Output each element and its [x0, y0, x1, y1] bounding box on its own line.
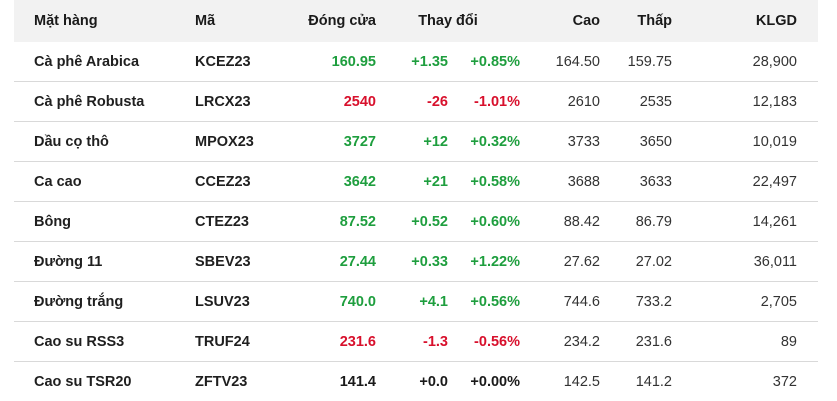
price-change: +0.0	[376, 361, 448, 401]
table-row[interactable]: Cao su TSR20 ZFTV23 141.4 +0.0 +0.00% 142.5 14…	[14, 361, 818, 401]
high-price: 744.6	[520, 281, 600, 322]
commodity-code: ZFTV23	[195, 361, 279, 401]
commodity-code: CCEZ23	[195, 161, 279, 202]
price-change: +4.1	[376, 281, 448, 322]
high-price: 142.5	[520, 361, 600, 401]
close-price: 160.95	[331, 53, 376, 70]
header-row: Mặt hàng Mã Đóng cửa Thay đổi Cao Thấp K…	[14, 0, 818, 42]
high-price: 88.42	[520, 201, 600, 242]
close-price: 141.4	[279, 361, 376, 401]
close-price: 87.52	[279, 201, 376, 242]
close-price: 3727	[279, 121, 376, 162]
trade-volume: 89	[672, 321, 818, 362]
high-price: 3733	[520, 121, 600, 162]
percent-change: +0.56%	[448, 281, 520, 322]
table-row[interactable]: Bông CTEZ23 87.52 +0.52 +0.60% 88.42 86.79 14,2…	[14, 201, 818, 242]
commodity-code: LSUV23	[195, 281, 279, 322]
high-price: 27.62	[520, 241, 600, 282]
percent-change: +0.58%	[448, 161, 520, 202]
table-body: Cà phê Arabica KCEZ23 160.95 +1.35 +0.85% 164…	[14, 42, 818, 401]
percent-change: +0.00%	[448, 361, 520, 401]
commodity-name: Bông	[14, 201, 195, 242]
low-price: 231.6	[600, 321, 672, 362]
low-price: 141.2	[600, 361, 672, 401]
high-price: 164.50	[555, 53, 600, 70]
low-price: 2535	[600, 81, 672, 122]
commodity-name: Ca cao	[14, 161, 195, 202]
percent-change: +0.60%	[448, 201, 520, 242]
trade-volume: 28,900	[752, 53, 797, 70]
price-change: +21	[376, 161, 448, 202]
price-change: +12	[376, 121, 448, 162]
high-price: 234.2	[520, 321, 600, 362]
price-change: +0.33	[376, 241, 448, 282]
commodity-table: Mặt hàng Mã Đóng cửa Thay đổi Cao Thấp K…	[14, 0, 818, 401]
table-row[interactable]: Đường 11 SBEV23 27.44 +0.33 +1.22% 27.62 27.02…	[14, 241, 818, 282]
commodity-code: LRCX23	[195, 81, 279, 122]
table-row[interactable]: Ca cao CCEZ23 3642 +21 +0.58% 3688 3633 22,497	[14, 161, 818, 202]
close-price: 231.6	[279, 321, 376, 362]
table-header: Mặt hàng Mã Đóng cửa Thay đổi Cao Thấp K…	[14, 0, 818, 42]
low-price: 86.79	[600, 201, 672, 242]
percent-change: +1.22%	[448, 241, 520, 282]
price-change: -1.3	[376, 321, 448, 362]
commodity-code: SBEV23	[195, 241, 279, 282]
table-row[interactable]: Cà phê Arabica KCEZ23 160.95 +1.35 +0.85% 164…	[14, 42, 818, 82]
trade-volume: 372	[672, 361, 818, 401]
header-close: Đóng cửa	[279, 0, 376, 42]
price-change: +1.35	[411, 53, 448, 70]
table-row[interactable]: Đường trắng LSUV23 740.0 +4.1 +0.56% 744.6 733…	[14, 281, 818, 322]
table-row[interactable]: Cà phê Robusta LRCX23 2540 -26 -1.01% 2610 253…	[14, 81, 818, 122]
close-price: 2540	[279, 81, 376, 122]
commodity-name: Cà phê Arabica	[34, 53, 140, 70]
commodity-name: Đường trắng	[14, 281, 195, 322]
low-price: 3633	[600, 161, 672, 202]
commodity-code: MPOX23	[195, 121, 279, 162]
percent-change: -0.56%	[448, 321, 520, 362]
trade-volume: 36,011	[672, 241, 818, 282]
header-code: Mã	[195, 0, 279, 42]
commodity-name: Dầu cọ thô	[14, 121, 195, 162]
commodity-name: Cao su TSR20	[14, 361, 195, 401]
table-row[interactable]: Dầu cọ thô MPOX23 3727 +12 +0.32% 3733 3650 10,…	[14, 121, 818, 162]
low-price: 27.02	[600, 241, 672, 282]
header-low: Thấp	[600, 0, 672, 42]
close-price: 740.0	[279, 281, 376, 322]
commodity-code: CTEZ23	[195, 201, 279, 242]
high-price: 3688	[520, 161, 600, 202]
low-price: 3650	[600, 121, 672, 162]
price-change: +0.52	[376, 201, 448, 242]
header-change: Thay đổi	[376, 0, 520, 42]
percent-change: +0.85%	[470, 53, 520, 70]
percent-change: -1.01%	[448, 81, 520, 122]
trade-volume: 22,497	[672, 161, 818, 202]
close-price: 27.44	[279, 241, 376, 282]
header-volume: KLGD	[672, 0, 818, 42]
close-price: 3642	[279, 161, 376, 202]
low-price: 159.75	[627, 53, 672, 70]
table-row[interactable]: Cao su RSS3 TRUF24 231.6 -1.3 -0.56% 234.2 231…	[14, 321, 818, 362]
commodity-name: Đường 11	[14, 241, 195, 282]
header-name: Mặt hàng	[14, 0, 195, 42]
trade-volume: 14,261	[672, 201, 818, 242]
commodity-code: TRUF24	[195, 321, 279, 362]
commodity-name: Cao su RSS3	[14, 321, 195, 362]
trade-volume: 12,183	[672, 81, 818, 122]
high-price: 2610	[520, 81, 600, 122]
price-change: -26	[376, 81, 448, 122]
header-high: Cao	[520, 0, 600, 42]
trade-volume: 10,019	[672, 121, 818, 162]
low-price: 733.2	[600, 281, 672, 322]
commodity-code: KCEZ23	[195, 53, 251, 70]
trade-volume: 2,705	[672, 281, 818, 322]
commodity-name: Cà phê Robusta	[14, 81, 195, 122]
percent-change: +0.32%	[448, 121, 520, 162]
